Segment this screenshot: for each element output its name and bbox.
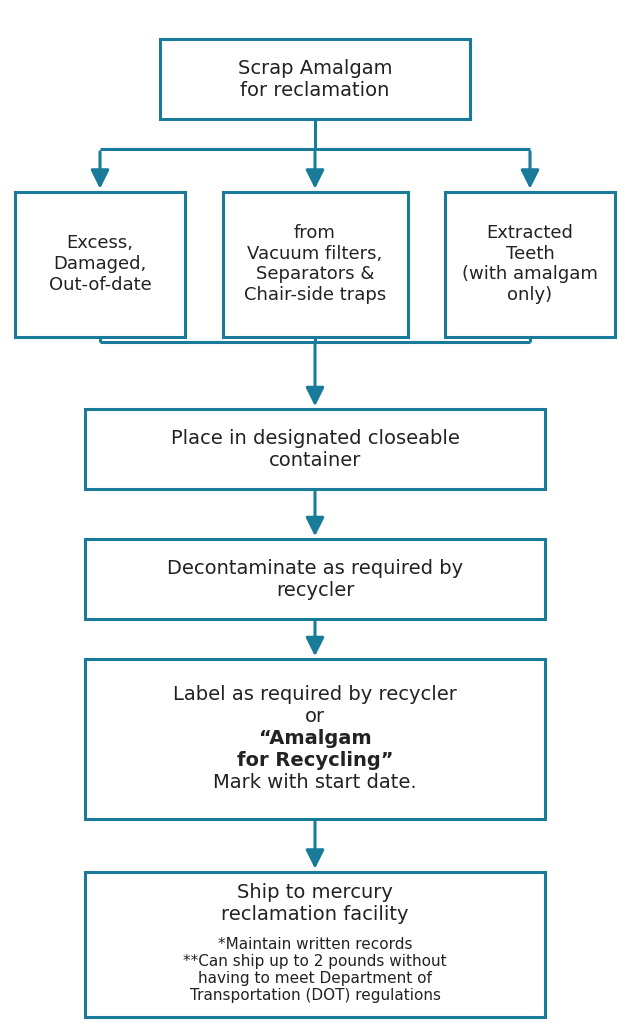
Text: **Can ship up to 2 pounds without: **Can ship up to 2 pounds without xyxy=(183,954,447,969)
FancyBboxPatch shape xyxy=(445,191,615,337)
FancyBboxPatch shape xyxy=(160,39,470,119)
Text: Ship to mercury: Ship to mercury xyxy=(237,883,393,902)
Text: Transportation (DOT) regulations: Transportation (DOT) regulations xyxy=(189,988,440,1002)
Text: Place in designated closeable
container: Place in designated closeable container xyxy=(170,428,459,469)
Text: Mark with start date.: Mark with start date. xyxy=(213,773,417,793)
Text: or: or xyxy=(305,708,325,726)
FancyBboxPatch shape xyxy=(85,659,545,819)
FancyBboxPatch shape xyxy=(85,409,545,489)
Text: for Recycling”: for Recycling” xyxy=(237,752,393,770)
FancyBboxPatch shape xyxy=(85,539,545,618)
Text: Label as required by recycler: Label as required by recycler xyxy=(173,685,457,705)
Text: Extracted
Teeth
(with amalgam
only): Extracted Teeth (with amalgam only) xyxy=(462,224,598,304)
Text: Decontaminate as required by
recycler: Decontaminate as required by recycler xyxy=(167,558,463,599)
Text: reclamation facility: reclamation facility xyxy=(221,905,409,924)
Text: *Maintain written records: *Maintain written records xyxy=(218,937,412,952)
FancyBboxPatch shape xyxy=(15,191,185,337)
Text: “Amalgam: “Amalgam xyxy=(259,729,371,749)
FancyBboxPatch shape xyxy=(223,191,408,337)
Text: from
Vacuum filters,
Separators &
Chair-side traps: from Vacuum filters, Separators & Chair-… xyxy=(244,224,386,304)
Text: Scrap Amalgam
for reclamation: Scrap Amalgam for reclamation xyxy=(238,58,392,99)
Text: having to meet Department of: having to meet Department of xyxy=(198,971,432,986)
Text: Excess,
Damaged,
Out-of-date: Excess, Damaged, Out-of-date xyxy=(49,234,151,294)
FancyBboxPatch shape xyxy=(85,871,545,1017)
